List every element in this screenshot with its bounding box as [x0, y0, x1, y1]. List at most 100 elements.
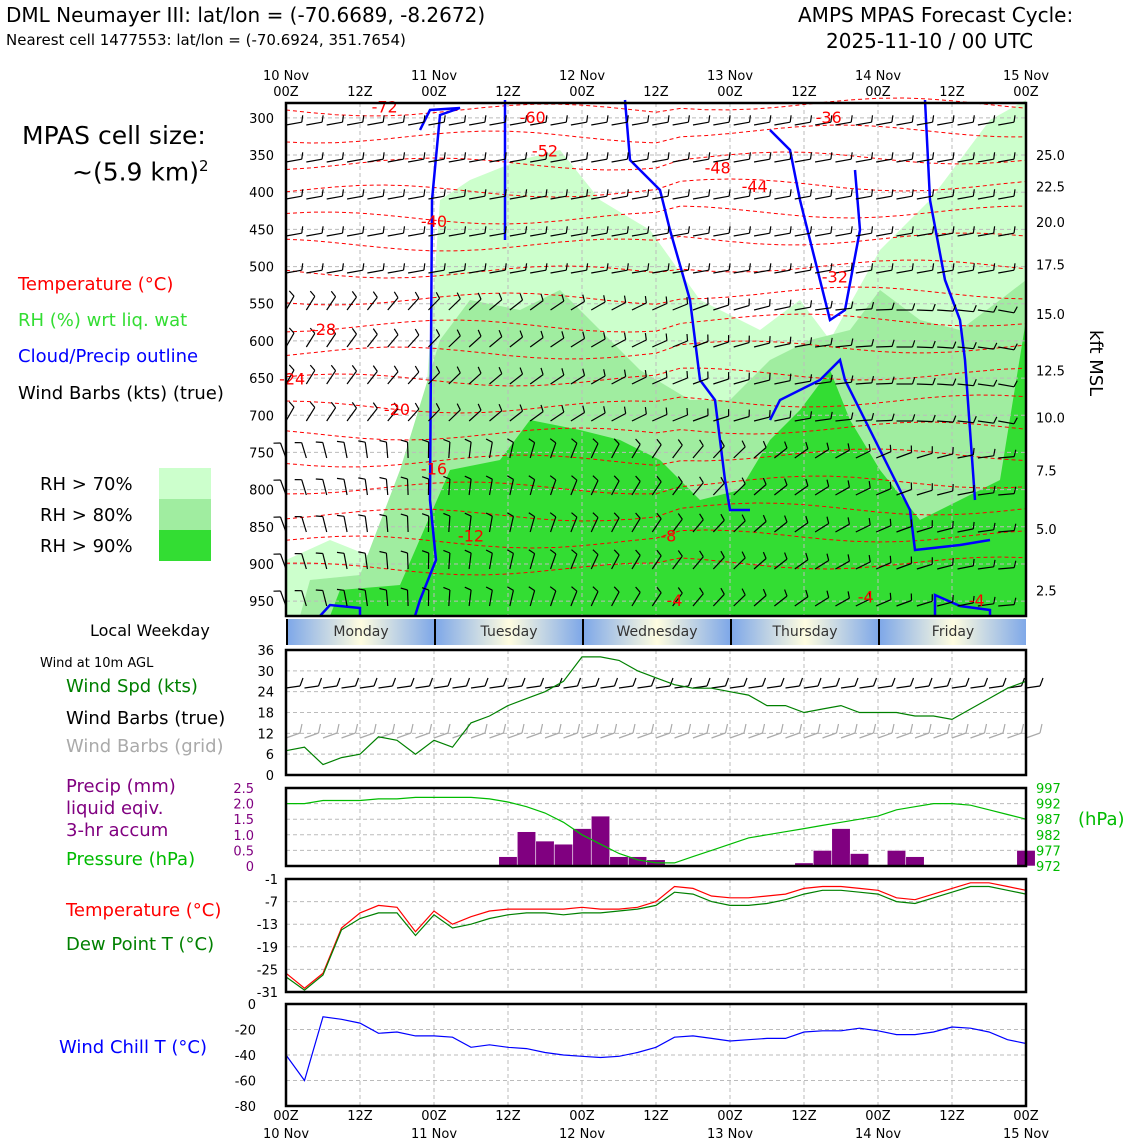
wind-barb-staff — [937, 383, 954, 386]
wind-barb-staff — [733, 483, 746, 496]
wind-barb-flag — [656, 549, 662, 557]
wind-barb-flag — [358, 514, 366, 517]
wind-barb-flag — [769, 410, 771, 418]
wind-barb-flag — [789, 115, 792, 123]
legend-cloud: Cloud/Precip outline — [18, 346, 199, 367]
wind-barb-staff — [428, 158, 445, 163]
wind-barb-staff — [957, 121, 974, 126]
wind-barb-staff — [774, 447, 788, 459]
wind-barb-flag — [545, 189, 548, 197]
wind-barb-true — [970, 685, 985, 689]
wind-barb-flag — [507, 512, 514, 517]
wind-barb-staff — [998, 383, 1015, 388]
wind-barb-staff — [468, 516, 472, 533]
wind-barb-true — [341, 685, 356, 689]
wind-barb-flag — [972, 379, 977, 386]
wind-barb-true-flag — [521, 677, 526, 687]
wind-barb-flag — [484, 189, 487, 197]
wind-barb-flag — [477, 403, 482, 411]
temperature-label: -48 — [705, 158, 731, 177]
cloud-outline — [768, 357, 991, 552]
wind-barb-flag — [1013, 380, 1018, 388]
wind-barb-staff — [712, 556, 725, 570]
temperature-line — [285, 882, 1027, 989]
wind-barb-flag — [850, 338, 854, 346]
wind-barb-staff — [814, 232, 832, 237]
wind-barb-flag — [443, 152, 446, 160]
wind-barb-true-flag — [724, 677, 730, 687]
wind-barb-staff — [855, 561, 871, 570]
wind-barb-true-flag — [336, 677, 341, 687]
hpa-tick-label: 400 — [249, 186, 274, 201]
wind-barb-staff — [815, 344, 831, 348]
wind-barb-staff — [733, 232, 750, 237]
wind-barb-flag — [972, 595, 975, 603]
wind-barb-staff — [774, 269, 791, 274]
wind-barb-staff — [753, 558, 767, 570]
wind-barb-staff — [448, 552, 451, 570]
wind-barb-staff — [631, 413, 647, 422]
top-day-label: 11 Nov — [411, 69, 457, 84]
wind-barb-flag — [525, 263, 528, 271]
wind-barb-flag — [850, 375, 854, 383]
wind-barb-flag — [952, 304, 957, 312]
wind-barb-flag — [443, 549, 451, 554]
wind-barb-grid-flag — [539, 723, 544, 734]
wind-barb-staff — [301, 553, 307, 570]
bottom-hour-label: 12Z — [347, 1109, 373, 1124]
wind-barb-flag — [809, 152, 813, 160]
wind-barb-staff — [672, 592, 683, 607]
bottom-hour-label: 00Z — [421, 1109, 447, 1124]
wind-barb-flag — [1013, 523, 1017, 531]
wind-barb-flag — [484, 263, 487, 271]
wind-barb-staff — [876, 419, 893, 422]
wind-barb-true-flag — [669, 677, 674, 687]
wind-tick-label: 18 — [257, 707, 274, 722]
wind-barb-staff — [692, 158, 709, 163]
wind-barb-flag — [972, 521, 975, 529]
wind-barb-true — [877, 685, 893, 689]
wind-barb-staff — [794, 195, 811, 200]
wind-barb-flag — [830, 300, 833, 308]
wind-barb-grid — [988, 732, 1004, 739]
precip-bar — [905, 856, 925, 867]
wind-barb-grid — [1007, 732, 1022, 739]
wind-barb-flag — [309, 401, 316, 408]
wind-barb-flag — [301, 263, 304, 271]
wind-barb-staff — [876, 345, 893, 348]
wind-barb-flag — [358, 551, 366, 554]
wind-barb-flag — [423, 263, 426, 271]
wind-barb-staff — [549, 442, 557, 459]
wind-barb-grid — [322, 732, 338, 739]
wind-barb-staff — [937, 564, 953, 570]
wind-barb-flag — [309, 327, 316, 334]
wind-barb-flag — [993, 226, 996, 234]
wind-barb-flag — [402, 189, 406, 197]
wind-barb-staff — [343, 516, 348, 533]
temperature-contour — [285, 394, 1027, 414]
wind-barb-flag — [525, 152, 528, 160]
wind-barb-flag — [421, 550, 429, 554]
wind-barb-staff — [306, 158, 323, 163]
wind-barb-grid — [618, 732, 634, 739]
wind-barb-staff — [733, 158, 750, 163]
wind-barb-flag — [769, 115, 772, 123]
wind-barb-flag — [952, 341, 957, 349]
bottom-day-label: 13 Nov — [707, 1127, 753, 1140]
wind-barb-grid — [674, 732, 689, 739]
wind-barb-grid — [896, 732, 911, 739]
wind-barb-flag — [762, 514, 767, 522]
wind-barb-staff — [651, 555, 662, 570]
wind-barb-staff — [855, 269, 872, 274]
wind-barb-staff — [855, 195, 872, 200]
precip-label-3: 3-hr accum — [66, 820, 169, 841]
wind-barb-staff — [488, 479, 493, 496]
wind-barb-staff — [631, 443, 641, 459]
wind-barb-flag — [952, 378, 957, 386]
pressure-tick-label: 987 — [1036, 813, 1061, 828]
bottom-hour-label: 00Z — [865, 1109, 891, 1124]
wind-barb-staff — [590, 338, 606, 348]
wind-barb-staff — [977, 566, 994, 570]
wind-barb-staff — [367, 269, 384, 274]
wind-barb-staff — [611, 269, 628, 274]
